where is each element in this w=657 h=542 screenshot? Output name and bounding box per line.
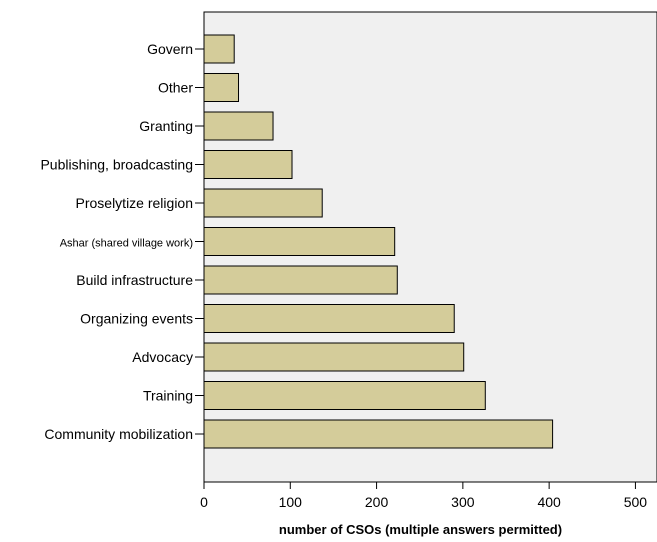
- bars-group: [203, 34, 554, 449]
- bar-3: [203, 150, 293, 179]
- bar-2: [203, 111, 274, 141]
- category-label-10: Community mobilization: [44, 426, 193, 442]
- category-label-9: Training: [143, 388, 193, 404]
- bar-9: [203, 381, 486, 410]
- bar-6: [203, 265, 398, 295]
- x-tick-label-0: 0: [200, 494, 208, 510]
- value-axis: 0 100 200 300 400 500: [200, 482, 647, 510]
- category-label-4: Proselytize religion: [76, 195, 194, 211]
- category-axis: Govern Other Granting Publishing, broadcast…: [40, 41, 204, 442]
- x-axis-title: number of CSOs (multiple answers permitt…: [279, 522, 562, 537]
- bar-5: [203, 227, 396, 256]
- category-label-1: Other: [158, 80, 193, 96]
- category-label-8: Advocacy: [132, 349, 193, 365]
- category-label-5: Ashar (shared village work): [60, 238, 193, 250]
- bar-8: [203, 342, 465, 372]
- category-label-2: Granting: [139, 118, 193, 134]
- x-tick-label-5: 500: [624, 494, 648, 510]
- bar-4: [203, 188, 323, 218]
- x-tick-label-4: 400: [537, 494, 561, 510]
- bar-0: [203, 34, 235, 64]
- category-label-3: Publishing, broadcasting: [40, 157, 193, 173]
- x-tick-label-3: 300: [451, 494, 475, 510]
- bar-7: [203, 304, 455, 333]
- category-label-7: Organizing events: [80, 311, 193, 327]
- bar-10: [203, 419, 554, 449]
- bar-1: [203, 73, 240, 102]
- x-tick-label-1: 100: [279, 494, 303, 510]
- category-label-6: Build infrastructure: [76, 272, 193, 288]
- category-label-0: Govern: [147, 41, 193, 57]
- x-tick-label-2: 200: [365, 494, 389, 510]
